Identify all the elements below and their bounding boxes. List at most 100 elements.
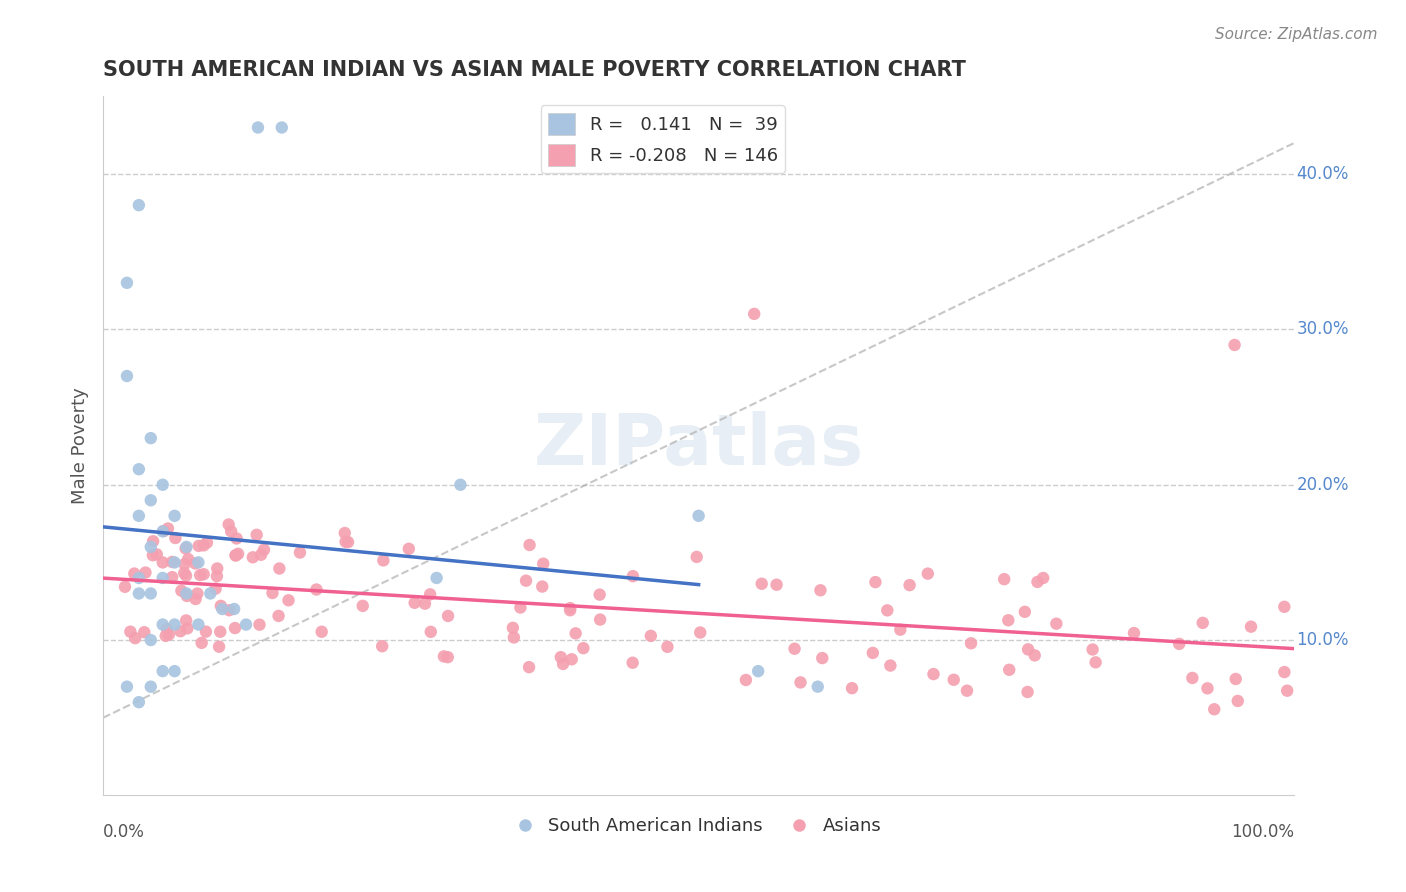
Legend: South American Indians, Asians: South American Indians, Asians <box>509 810 889 842</box>
Point <box>226 547 249 561</box>
Point <box>269 561 291 575</box>
Point <box>209 599 232 613</box>
Point <box>224 549 246 563</box>
Point <box>517 660 540 674</box>
Point <box>152 664 174 678</box>
Text: 30.0%: 30.0% <box>1296 320 1348 338</box>
Point <box>224 621 246 635</box>
Point <box>156 622 179 636</box>
Point <box>288 545 311 559</box>
Point <box>352 599 374 613</box>
Point <box>209 624 232 639</box>
Point <box>194 624 217 639</box>
Point <box>163 508 186 523</box>
Point <box>1225 672 1247 686</box>
Point <box>163 617 186 632</box>
Point <box>1024 648 1046 663</box>
Point <box>502 621 524 635</box>
Point <box>789 675 811 690</box>
Point <box>224 602 246 616</box>
Point <box>139 586 162 600</box>
Point <box>436 650 458 665</box>
Point <box>128 198 150 212</box>
Point <box>253 542 276 557</box>
Point <box>564 626 586 640</box>
Point <box>1277 683 1299 698</box>
Point <box>187 556 209 570</box>
Point <box>249 617 271 632</box>
Point <box>207 561 229 575</box>
Point <box>1191 615 1213 630</box>
Text: SOUTH AMERICAN INDIAN VS ASIAN MALE POVERTY CORRELATION CHART: SOUTH AMERICAN INDIAN VS ASIAN MALE POVE… <box>103 60 966 79</box>
Point <box>200 586 222 600</box>
Point <box>169 624 191 639</box>
Point <box>502 631 524 645</box>
Point <box>218 517 240 532</box>
Point <box>186 586 208 600</box>
Text: 100.0%: 100.0% <box>1232 823 1294 841</box>
Point <box>152 617 174 632</box>
Point <box>311 624 333 639</box>
Point <box>225 532 247 546</box>
Point <box>190 636 212 650</box>
Point <box>142 534 165 549</box>
Point <box>531 580 554 594</box>
Point <box>942 673 965 687</box>
Point <box>811 651 834 665</box>
Point <box>235 617 257 632</box>
Point <box>115 276 138 290</box>
Point <box>371 639 394 653</box>
Point <box>176 589 198 603</box>
Point <box>152 524 174 539</box>
Point <box>689 625 711 640</box>
Point <box>335 534 357 549</box>
Point <box>1226 694 1249 708</box>
Point <box>139 493 162 508</box>
Point <box>841 681 863 695</box>
Point <box>515 574 537 588</box>
Point <box>862 646 884 660</box>
Point <box>139 680 162 694</box>
Point <box>155 629 177 643</box>
Point <box>519 538 541 552</box>
Text: 20.0%: 20.0% <box>1296 475 1348 494</box>
Point <box>173 558 195 572</box>
Point <box>139 633 162 648</box>
Point <box>1197 681 1219 696</box>
Point <box>1123 626 1146 640</box>
Point <box>751 576 773 591</box>
Point <box>128 571 150 585</box>
Point <box>449 477 471 491</box>
Point <box>176 621 198 635</box>
Point <box>588 588 610 602</box>
Point <box>810 583 832 598</box>
Point <box>1017 642 1039 657</box>
Point <box>134 625 156 640</box>
Point <box>152 556 174 570</box>
Point <box>419 587 441 601</box>
Point <box>807 680 830 694</box>
Point <box>404 596 426 610</box>
Point <box>250 548 273 562</box>
Point <box>193 538 215 552</box>
Point <box>558 603 581 617</box>
Point <box>152 477 174 491</box>
Point <box>426 571 449 585</box>
Point <box>208 640 231 654</box>
Point <box>153 524 176 538</box>
Point <box>187 617 209 632</box>
Point <box>162 555 184 569</box>
Point <box>139 431 162 445</box>
Point <box>922 667 945 681</box>
Point <box>1272 599 1295 614</box>
Point <box>398 541 420 556</box>
Point <box>413 597 436 611</box>
Point <box>917 566 939 581</box>
Point <box>114 580 136 594</box>
Point <box>1032 571 1054 585</box>
Point <box>152 571 174 585</box>
Point <box>177 552 200 566</box>
Point <box>165 531 187 545</box>
Text: 40.0%: 40.0% <box>1296 165 1348 183</box>
Point <box>686 549 709 564</box>
